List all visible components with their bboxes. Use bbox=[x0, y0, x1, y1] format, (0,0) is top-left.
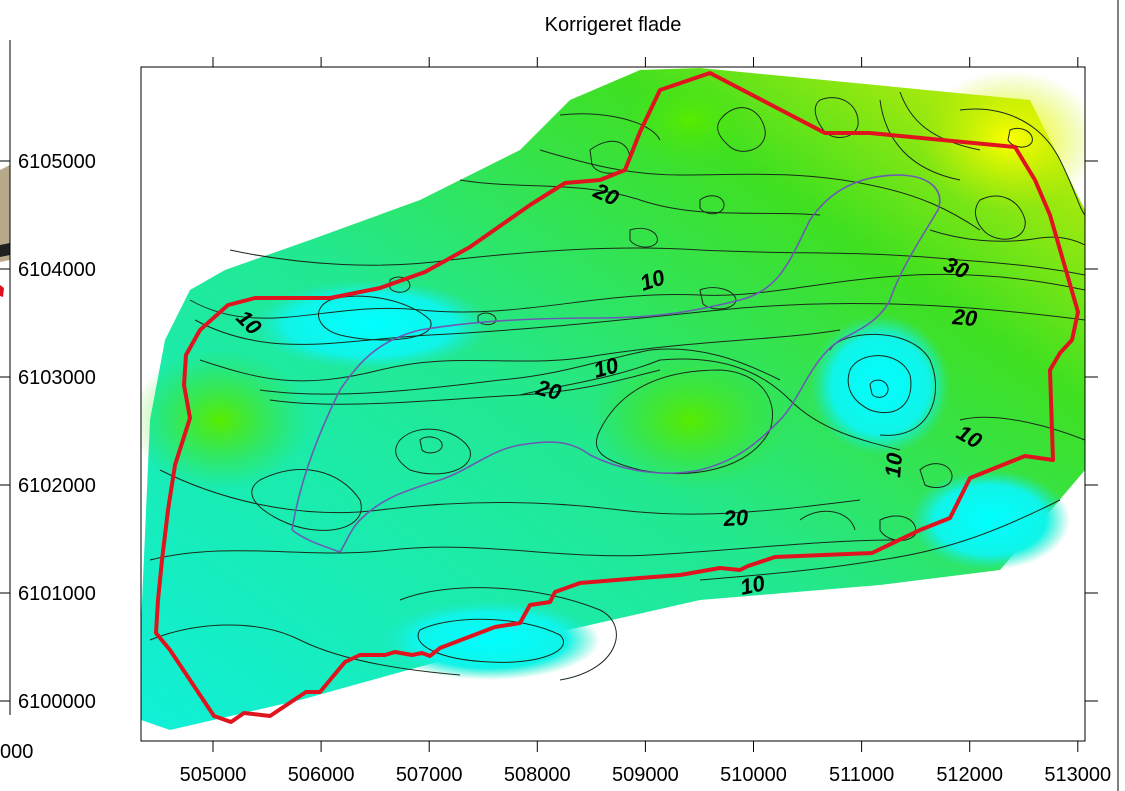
left-y-tick-label: 6100000 bbox=[18, 691, 96, 713]
left-y-tick-label: 6102000 bbox=[18, 475, 96, 497]
x-tick-label: 511000 bbox=[829, 764, 894, 786]
river-line bbox=[291, 174, 941, 553]
high-zone bbox=[920, 70, 1085, 210]
left-panel: 6105000 6104000 6103000 6102000 6101000 61000… bbox=[0, 40, 96, 763]
high-zone-centre bbox=[590, 350, 790, 490]
low-zone-west bbox=[250, 280, 490, 370]
main-map: 20 10 30 20 10 10 20 10 10 20 10 505000 5… bbox=[140, 57, 1111, 786]
x-axis: 505000 506000 507000 508000 509000 510000 5110… bbox=[180, 741, 1111, 786]
map-title: Korrigeret flade bbox=[545, 14, 682, 36]
x-tick-label: 510000 bbox=[720, 764, 787, 786]
contour-label: 10 bbox=[880, 451, 907, 478]
x-tick-label: 506000 bbox=[288, 764, 355, 786]
left-y-tick-label: 6104000 bbox=[18, 259, 96, 281]
left-y-tick-label: 6103000 bbox=[18, 367, 96, 389]
x-tick-label: 509000 bbox=[612, 764, 679, 786]
top-axis-ticks bbox=[212, 57, 1079, 67]
high-zone-north bbox=[620, 70, 760, 170]
left-y-tick-label: 6105000 bbox=[18, 151, 96, 173]
x-tick-label: 507000 bbox=[396, 764, 463, 786]
high-zone-west bbox=[141, 350, 310, 490]
study-area-boundary bbox=[154, 71, 1080, 724]
x-tick-label: 513000 bbox=[1044, 764, 1111, 786]
x-tick-label: 505000 bbox=[180, 764, 247, 786]
left-y-tick-label: 6101000 bbox=[18, 583, 96, 605]
left-panel-x-tick-label: 000 bbox=[0, 741, 33, 763]
left-panel-y-axis: 6105000 6104000 6103000 6102000 6101000 61000… bbox=[0, 151, 96, 713]
left-panel-terrain bbox=[0, 165, 10, 262]
low-zone-southeast bbox=[910, 470, 1070, 570]
low-zone-south bbox=[380, 600, 600, 680]
contour-label: 20 bbox=[951, 304, 979, 331]
x-tick-label: 508000 bbox=[504, 764, 571, 786]
map-frame bbox=[140, 66, 1086, 742]
x-tick-label: 512000 bbox=[936, 764, 1003, 786]
right-axis-ticks bbox=[1085, 160, 1098, 702]
low-zone-east bbox=[810, 315, 950, 455]
contour-label: 20 bbox=[722, 505, 750, 531]
contour-label: 10 bbox=[738, 570, 768, 600]
